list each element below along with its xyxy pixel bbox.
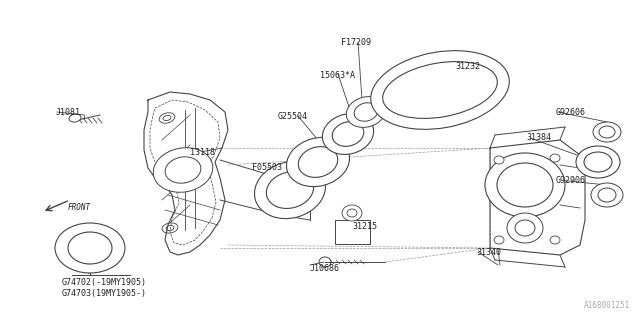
Text: G74703(19MY1905-): G74703(19MY1905-): [62, 289, 147, 298]
Ellipse shape: [494, 236, 504, 244]
Ellipse shape: [298, 147, 338, 177]
Text: 31384: 31384: [526, 133, 551, 142]
Text: 31340: 31340: [476, 248, 501, 257]
Ellipse shape: [599, 126, 615, 138]
Text: J10686: J10686: [310, 264, 340, 273]
Ellipse shape: [319, 257, 331, 267]
Text: 31232: 31232: [455, 62, 480, 71]
Text: J1081: J1081: [56, 108, 81, 117]
Ellipse shape: [346, 97, 386, 127]
Ellipse shape: [332, 122, 364, 146]
Ellipse shape: [584, 152, 612, 172]
Ellipse shape: [494, 156, 504, 164]
Ellipse shape: [166, 226, 174, 230]
Ellipse shape: [159, 113, 175, 123]
Text: 15063*A: 15063*A: [320, 71, 355, 80]
Ellipse shape: [383, 61, 497, 118]
Text: G92606: G92606: [556, 108, 586, 117]
Ellipse shape: [497, 163, 553, 207]
Ellipse shape: [550, 154, 560, 162]
Polygon shape: [335, 220, 370, 244]
Text: 13118: 13118: [190, 148, 215, 157]
Text: G92906: G92906: [556, 176, 586, 185]
Ellipse shape: [354, 103, 378, 121]
Ellipse shape: [536, 206, 544, 214]
Ellipse shape: [576, 146, 620, 178]
Ellipse shape: [55, 223, 125, 273]
Text: G74702(-19MY1905): G74702(-19MY1905): [62, 278, 147, 287]
Ellipse shape: [593, 122, 621, 142]
Text: G25504: G25504: [278, 112, 308, 121]
Ellipse shape: [323, 114, 374, 155]
Ellipse shape: [550, 236, 560, 244]
Ellipse shape: [506, 206, 514, 214]
Ellipse shape: [485, 153, 565, 217]
Ellipse shape: [266, 172, 314, 208]
Text: FRONT: FRONT: [68, 203, 91, 212]
Ellipse shape: [255, 161, 326, 219]
Ellipse shape: [342, 205, 362, 221]
Ellipse shape: [165, 157, 201, 183]
Text: F17209: F17209: [341, 38, 371, 47]
Text: A168001251: A168001251: [584, 301, 630, 310]
Ellipse shape: [68, 232, 112, 264]
Ellipse shape: [162, 223, 178, 233]
Ellipse shape: [287, 137, 349, 187]
Ellipse shape: [347, 209, 357, 217]
Ellipse shape: [163, 116, 171, 121]
Ellipse shape: [591, 183, 623, 207]
Text: F05503: F05503: [252, 163, 282, 172]
Ellipse shape: [598, 188, 616, 202]
Ellipse shape: [69, 114, 81, 122]
Text: 31215: 31215: [352, 222, 377, 231]
Ellipse shape: [507, 213, 543, 243]
Ellipse shape: [153, 148, 212, 192]
Ellipse shape: [371, 51, 509, 129]
Ellipse shape: [515, 220, 535, 236]
